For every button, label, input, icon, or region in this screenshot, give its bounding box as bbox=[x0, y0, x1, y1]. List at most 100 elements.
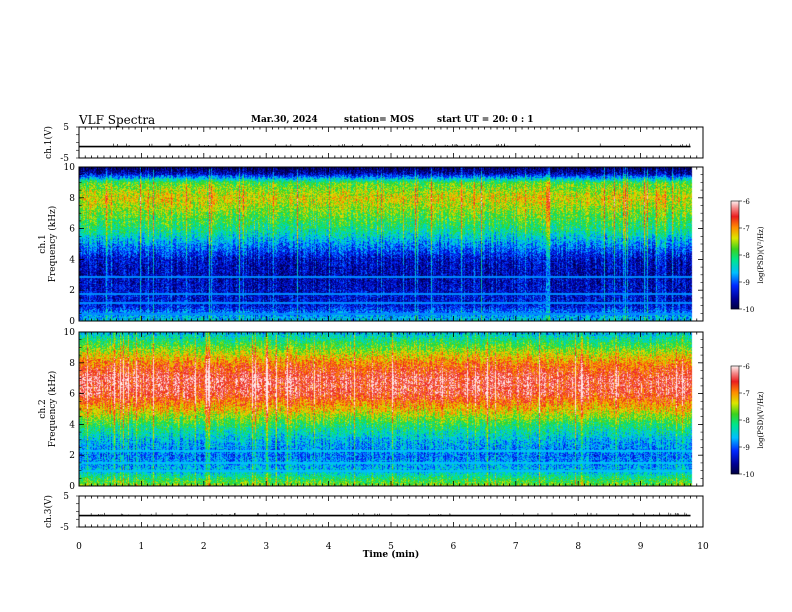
sp1-colorbar-segment bbox=[731, 220, 739, 222]
sp2-colorbar-segment bbox=[731, 380, 739, 382]
sp1-colorbar-tick-label: -6 bbox=[743, 198, 750, 206]
sp2-colorbar-segment bbox=[731, 403, 739, 405]
sp2-colorbar-segment bbox=[731, 433, 739, 435]
sp2-colorbar-segment bbox=[731, 396, 739, 398]
sp1-colorbar-segment bbox=[731, 215, 739, 217]
sp1-colorbar-segment bbox=[731, 285, 739, 287]
sp1-colorbar-segment bbox=[731, 281, 739, 283]
sp2-colorbar-segment bbox=[731, 379, 739, 381]
sp1-colorbar-tick-label: -10 bbox=[743, 306, 754, 314]
sp2-colorbar-segment bbox=[731, 376, 739, 378]
sp2-colorbar-segment bbox=[731, 367, 739, 369]
sp2-colorbar-segment bbox=[731, 470, 739, 472]
sp1-colorbar-segment bbox=[731, 277, 739, 279]
sp1-colorbar-segment bbox=[731, 221, 739, 223]
sp1-colorbar-segment bbox=[731, 279, 739, 281]
sp1-colorbar-segment bbox=[731, 255, 739, 257]
sp1-colorbar-segment bbox=[731, 217, 739, 219]
sp1-colorbar-label: log(PSD)(V²/Hz) bbox=[757, 226, 765, 283]
ch3-ytick-label-max: 5 bbox=[63, 492, 69, 502]
sp1-colorbar-segment bbox=[731, 213, 739, 215]
sp1-colorbar-segment bbox=[731, 263, 739, 265]
sp1-colorbar-segment bbox=[731, 248, 739, 250]
sp1-ylabel-frequency: Frequency (kHz) bbox=[47, 206, 58, 283]
sp1-colorbar-segment bbox=[731, 287, 739, 289]
sp1-colorbar-segment bbox=[731, 245, 739, 247]
sp2-colorbar-segment bbox=[731, 378, 739, 380]
sp1-colorbar-segment bbox=[731, 240, 739, 242]
sp1-colorbar-segment bbox=[731, 241, 739, 243]
sp1-colorbar-segment bbox=[731, 206, 739, 208]
sp1-ytick-label: 0 bbox=[69, 317, 75, 327]
sp1-colorbar-segment bbox=[731, 216, 739, 218]
sp1-colorbar-segment bbox=[731, 294, 739, 296]
sp1-colorbar-segment bbox=[731, 302, 739, 304]
sp1-colorbar-segment bbox=[731, 269, 739, 271]
sp2-colorbar-segment bbox=[731, 427, 739, 429]
x-tick-label: 6 bbox=[451, 542, 457, 552]
sp1-ytick-label: 4 bbox=[69, 255, 75, 265]
sp1-colorbar-segment bbox=[731, 214, 739, 216]
sp2-colorbar-segment bbox=[731, 460, 739, 462]
x-tick-label: 0 bbox=[76, 542, 82, 552]
sp2-colorbar-segment bbox=[731, 449, 739, 451]
sp1-colorbar-segment bbox=[731, 264, 739, 266]
sp1-colorbar-segment bbox=[731, 276, 739, 278]
sp1-colorbar-segment bbox=[731, 234, 739, 236]
sp1-colorbar-segment bbox=[731, 270, 739, 272]
sp1-colorbar-segment bbox=[731, 254, 739, 256]
sp2-colorbar-segment bbox=[731, 408, 739, 410]
sp2-ytick-label: 0 bbox=[69, 482, 75, 492]
sp2-ytick-label: 8 bbox=[69, 359, 75, 369]
start-time-label: start UT = 20: 0 : 1 bbox=[437, 115, 534, 125]
sp1-colorbar-segment bbox=[731, 260, 739, 262]
sp2-colorbar-segment bbox=[731, 438, 739, 440]
sp1-colorbar-segment bbox=[731, 296, 739, 298]
sp2-colorbar-tick-label: -7 bbox=[743, 390, 750, 398]
sp2-ylabel-frequency: Frequency (kHz) bbox=[47, 371, 58, 448]
sp1-colorbar-segment bbox=[731, 257, 739, 259]
sp1-colorbar-segment bbox=[731, 253, 739, 255]
sp2-colorbar-segment bbox=[731, 448, 739, 450]
sp1-colorbar-segment bbox=[731, 208, 739, 210]
sp2-colorbar-segment bbox=[731, 454, 739, 456]
sp1-colorbar-segment bbox=[731, 303, 739, 305]
sp2-colorbar-segment bbox=[731, 431, 739, 433]
sp1-colorbar-tick-label: -7 bbox=[743, 225, 750, 233]
sp2-colorbar-segment bbox=[731, 388, 739, 390]
x-tick-label: 5 bbox=[388, 542, 394, 552]
sp1-colorbar-segment bbox=[731, 236, 739, 238]
sp2-colorbar-segment bbox=[731, 462, 739, 464]
date-label: Mar.30, 2024 bbox=[251, 115, 318, 125]
sp1-colorbar-segment bbox=[731, 223, 739, 225]
sp2-colorbar-segment bbox=[731, 402, 739, 404]
sp2-colorbar-segment bbox=[731, 411, 739, 413]
sp1-colorbar-segment bbox=[731, 203, 739, 205]
sp1-colorbar-segment bbox=[731, 282, 739, 284]
sp2-colorbar-segment bbox=[731, 373, 739, 375]
sp1-ylabel-channel: ch.1 bbox=[38, 234, 48, 253]
sp2-colorbar-segment bbox=[731, 416, 739, 418]
sp2-colorbar-segment bbox=[731, 368, 739, 370]
sp2-colorbar-segment bbox=[731, 392, 739, 394]
sp1-colorbar-segment bbox=[731, 304, 739, 306]
sp2-colorbar-segment bbox=[731, 370, 739, 372]
sp1-colorbar-segment bbox=[731, 275, 739, 277]
sp1-colorbar-segment bbox=[731, 272, 739, 274]
sp1-colorbar-segment bbox=[731, 235, 739, 237]
sp2-colorbar-segment bbox=[731, 456, 739, 458]
sp2-colorbar-segment bbox=[731, 372, 739, 374]
x-tick-label: 8 bbox=[575, 542, 581, 552]
sp1-colorbar-segment bbox=[731, 267, 739, 269]
sp2-spectrogram-image bbox=[79, 332, 703, 486]
sp2-colorbar-segment bbox=[731, 401, 739, 403]
sp1-ytick-label: 10 bbox=[64, 163, 76, 173]
sp2-colorbar-segment bbox=[731, 399, 739, 401]
sp1-colorbar-segment bbox=[731, 249, 739, 251]
sp1-colorbar-segment bbox=[731, 273, 739, 275]
sp2-colorbar-tick-label: -8 bbox=[743, 417, 750, 425]
sp2-colorbar-segment bbox=[731, 394, 739, 396]
sp2-colorbar-segment bbox=[731, 473, 739, 475]
sp1-ytick-label: 8 bbox=[69, 194, 75, 204]
